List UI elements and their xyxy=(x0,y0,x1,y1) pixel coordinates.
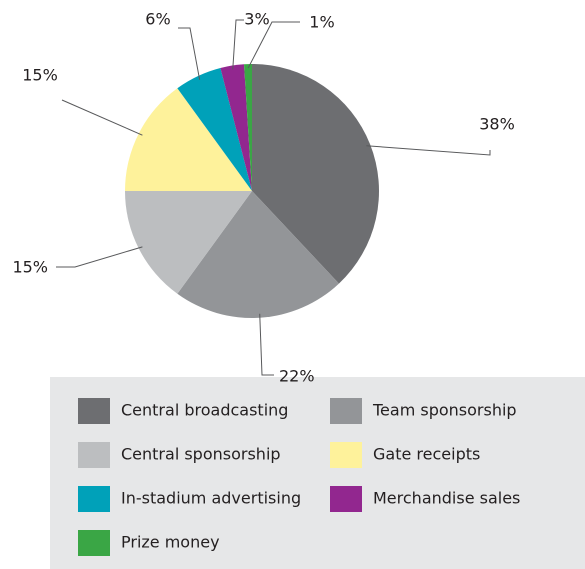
leader-line xyxy=(232,19,244,70)
legend-swatch xyxy=(78,442,110,468)
leader-line xyxy=(259,313,274,376)
pie-slice xyxy=(177,67,252,191)
pie-slice xyxy=(125,88,252,191)
legend-label: Central broadcasting xyxy=(121,401,288,420)
data-label: 6% xyxy=(145,10,170,29)
legend-swatch xyxy=(330,486,362,512)
legend-swatch xyxy=(330,442,362,468)
legend-swatch xyxy=(330,398,362,424)
data-label: 15% xyxy=(12,258,48,277)
pie-slice xyxy=(125,191,252,294)
pie-slice xyxy=(244,64,252,191)
data-label: 38% xyxy=(479,115,515,134)
data-label: 15% xyxy=(22,66,58,85)
legend-label: Team sponsorship xyxy=(372,401,517,420)
legend-label: Central sponsorship xyxy=(121,445,281,464)
legend-label: In-stadium advertising xyxy=(121,489,301,508)
legend-background xyxy=(50,377,585,569)
legend-label: Prize money xyxy=(121,533,220,552)
legend-label: Gate receipts xyxy=(373,445,480,464)
pie-slice xyxy=(252,64,379,284)
pie-slice xyxy=(177,191,339,318)
data-label: 1% xyxy=(309,13,334,32)
leader-line xyxy=(366,145,491,156)
leader-line xyxy=(56,246,143,268)
legend-label: Merchandise sales xyxy=(373,489,520,508)
legend-swatch xyxy=(78,486,110,512)
pie-slice xyxy=(220,64,252,191)
leader-line xyxy=(61,99,143,136)
data-label: 22% xyxy=(279,367,315,386)
leader-line xyxy=(247,21,300,69)
leader-line xyxy=(178,27,201,80)
legend-swatch xyxy=(78,398,110,424)
legend-swatch xyxy=(78,530,110,556)
data-label: 3% xyxy=(244,10,269,29)
